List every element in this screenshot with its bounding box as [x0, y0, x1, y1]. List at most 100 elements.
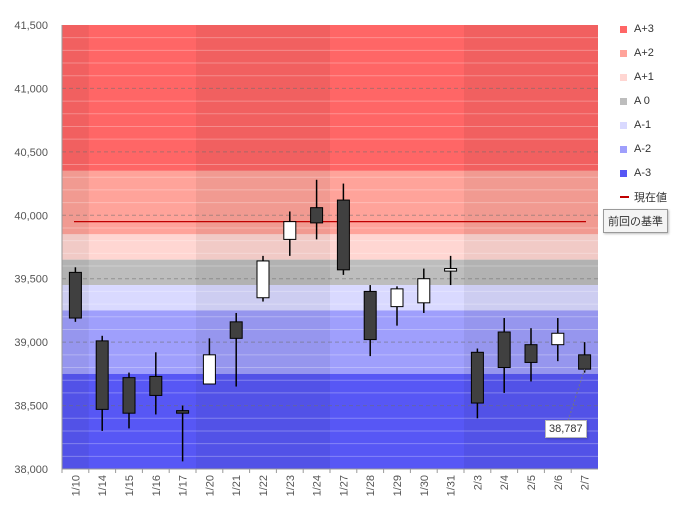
candle — [283, 211, 297, 256]
candle — [122, 372, 136, 429]
y-tick-label: 41,500 — [14, 20, 48, 32]
x-tick-label: 1/28 — [365, 475, 377, 496]
legend-swatch — [620, 97, 627, 105]
week-shade-0 — [62, 25, 89, 469]
y-tick-label: 38,500 — [14, 401, 48, 413]
candle-body — [390, 288, 404, 308]
x-tick-label: 1/20 — [204, 475, 216, 496]
legend-label: A+3 — [634, 23, 654, 35]
x-tick-label: 1/29 — [392, 475, 404, 496]
x-tick-label: 2/6 — [553, 475, 565, 490]
y-tick-label: 40,000 — [14, 210, 48, 222]
candle — [551, 318, 565, 362]
column-stripes — [62, 25, 598, 469]
x-tick-label: 1/21 — [231, 475, 243, 496]
candle — [68, 267, 82, 322]
candle-body — [417, 278, 431, 304]
band-4 — [62, 285, 598, 311]
y-tick-label: 39,500 — [14, 274, 48, 286]
candle-body — [283, 221, 297, 240]
candle — [176, 405, 190, 462]
candle — [95, 335, 109, 431]
band-1 — [62, 170, 598, 235]
x-tick-label: 1/27 — [338, 475, 350, 496]
legend-label: 現在値 — [634, 192, 667, 204]
x-tick-label: 1/17 — [178, 475, 190, 496]
candle — [229, 312, 243, 387]
candle-body — [122, 377, 136, 414]
grid-lines — [62, 37, 598, 457]
x-tick-label: 1/15 — [124, 475, 136, 496]
legend-item: A-1 — [620, 113, 690, 137]
legend-item: A+2 — [620, 41, 690, 65]
band-3 — [62, 259, 598, 286]
band-2 — [62, 234, 598, 260]
legend-swatch — [620, 169, 627, 177]
legend-line-swatch — [620, 196, 629, 198]
candle — [390, 286, 404, 326]
legend-label: A 0 — [634, 95, 650, 107]
legend-swatch — [620, 25, 627, 33]
candle — [149, 352, 163, 415]
candle-body — [256, 260, 270, 299]
y-tick-label: 41,000 — [14, 83, 48, 95]
x-axis-ticks: 1/10 1/14 1/15 1/16 1/17 1/20 1/21 1/22 1/23 1/24… — [61, 469, 592, 496]
x-tick-label: 1/16 — [151, 475, 163, 496]
legend-item: 現在値 — [620, 185, 690, 209]
legend: A+3 A+2 A+1 A 0 A-1 A-2 A-3 現在値 — [620, 17, 690, 209]
legend-swatch — [620, 121, 627, 129]
candle — [202, 338, 216, 385]
legend-swatch — [620, 145, 627, 153]
y-tick-label: 39,000 — [14, 337, 48, 349]
legend-label: A-2 — [634, 143, 652, 155]
x-tick-label: 1/30 — [419, 475, 431, 496]
callout-leader-line — [567, 369, 586, 422]
legend-item: A+1 — [620, 65, 690, 89]
week-shade-2 — [464, 25, 598, 469]
candle — [470, 348, 484, 419]
y-axis-ticks: 38,000 38,500 39,000 39,500 40,000 40,500 41,0… — [14, 20, 48, 476]
y-tick-label: 40,500 — [14, 147, 48, 159]
x-tick-label: 2/5 — [526, 475, 538, 490]
candle-body — [336, 199, 350, 271]
candle — [336, 183, 350, 275]
candle-body — [176, 410, 190, 414]
x-tick-label: 2/7 — [580, 475, 592, 490]
candle — [444, 255, 458, 286]
legend-item: A-2 — [620, 137, 690, 161]
x-tick-label: 1/23 — [285, 475, 297, 496]
legend-label: A+1 — [634, 71, 654, 83]
week-shade-1 — [196, 25, 330, 469]
legend-item: A+3 — [620, 17, 690, 41]
x-tick-label: 1/10 — [70, 475, 82, 496]
candles — [68, 179, 592, 462]
candle-body — [229, 321, 243, 339]
legend-swatch — [620, 73, 627, 81]
legend-label: A+2 — [634, 47, 654, 59]
x-tick-label: 1/31 — [446, 475, 458, 496]
reference-label: 前回の基準 — [603, 209, 668, 233]
candle-body — [578, 354, 592, 370]
candle-body — [95, 340, 109, 410]
candle-body — [551, 332, 565, 346]
candle-body — [202, 354, 216, 385]
x-tick-label: 1/22 — [258, 475, 270, 496]
candle-body — [363, 290, 377, 341]
candle — [363, 285, 377, 357]
candle-body — [470, 351, 484, 404]
legend-item: A 0 — [620, 89, 690, 113]
candle — [310, 179, 324, 240]
candle — [256, 255, 270, 302]
legend-label: A-1 — [634, 119, 652, 131]
x-tick-label: 1/14 — [97, 475, 109, 496]
legend-label: A-3 — [634, 167, 652, 179]
y-tick-label: 38,000 — [14, 464, 48, 476]
candle-body — [310, 207, 324, 224]
candle — [417, 268, 431, 313]
x-tick-label: 2/4 — [499, 475, 511, 490]
legend-item: A-3 — [620, 161, 690, 185]
candle-body — [444, 268, 458, 272]
x-tick-label: 1/24 — [312, 475, 324, 496]
x-tick-label: 2/3 — [472, 475, 484, 490]
